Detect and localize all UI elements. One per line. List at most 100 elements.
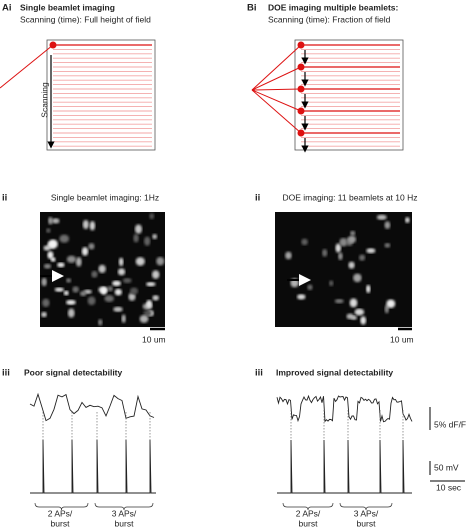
burst-bracket — [34, 502, 89, 511]
burst-bracket — [94, 502, 154, 511]
cell — [353, 273, 362, 283]
burst-bracket — [339, 502, 393, 511]
burst-label: burst — [357, 518, 377, 528]
layout — [0, 39, 465, 511]
cell — [66, 255, 77, 263]
cell — [100, 287, 107, 295]
cell — [349, 298, 358, 308]
cell — [66, 299, 76, 305]
cell — [360, 316, 367, 325]
cell — [386, 299, 396, 308]
cell — [43, 263, 52, 269]
beam-dot — [297, 41, 305, 49]
beam-dot — [297, 107, 305, 115]
cell — [66, 278, 72, 283]
cell — [47, 251, 54, 260]
cell — [384, 242, 391, 248]
beam — [251, 66, 302, 91]
panel-title: Poor signal detectability — [24, 367, 123, 377]
calcium-trace — [29, 392, 155, 422]
cell — [54, 287, 64, 292]
panel-label: iii — [2, 368, 10, 379]
cell — [151, 270, 160, 279]
panel-title: Single beamlet imaging — [20, 2, 115, 12]
cell — [50, 257, 56, 262]
cell — [297, 294, 306, 300]
burst-label: 2 APs/ — [48, 508, 73, 518]
beam — [251, 89, 302, 112]
cell — [57, 262, 65, 268]
cell — [98, 319, 103, 326]
panel-label: ii — [2, 193, 7, 204]
cell — [152, 295, 159, 301]
cell — [87, 296, 96, 306]
beam-dot — [297, 85, 305, 93]
cell — [72, 286, 79, 293]
burst-bracket — [282, 502, 334, 511]
cell — [122, 278, 132, 284]
cell — [307, 284, 313, 291]
scale-label: 10 um — [390, 334, 414, 344]
cell — [118, 257, 124, 267]
calcium-trace — [276, 394, 413, 423]
cell — [42, 298, 50, 308]
cell — [384, 221, 391, 229]
field-box — [46, 39, 156, 151]
cell — [41, 311, 47, 318]
cell — [91, 270, 98, 278]
panel-label: Bi — [247, 3, 257, 14]
beam — [251, 88, 302, 91]
cell — [348, 261, 355, 269]
cell — [301, 238, 308, 246]
scale-label: 10 sec — [436, 482, 462, 492]
beam — [0, 44, 54, 89]
cell — [82, 219, 89, 230]
cell — [112, 280, 121, 287]
beam — [251, 44, 302, 91]
panel-title: DOE imaging multiple beamlets: — [268, 2, 399, 12]
cell — [89, 221, 96, 231]
cell — [354, 308, 365, 316]
cell — [144, 236, 151, 246]
cell — [146, 299, 153, 309]
burst-label: 3 APs/ — [354, 508, 379, 518]
cell — [334, 299, 344, 304]
cell — [104, 295, 115, 302]
image — [275, 212, 412, 327]
cell — [128, 292, 136, 301]
voltage-trace — [277, 439, 412, 494]
cell — [81, 246, 89, 256]
cell — [134, 224, 143, 234]
cell — [348, 235, 357, 244]
cell — [48, 216, 53, 225]
beam-dot — [49, 41, 57, 49]
cell — [366, 248, 376, 254]
cell — [98, 264, 106, 274]
beam-dot — [297, 63, 305, 71]
cell — [59, 234, 70, 243]
cell — [48, 239, 58, 249]
cell — [117, 268, 126, 276]
panel-title: Improved signal detectability — [276, 367, 393, 377]
scale-label: 5% dF/F — [434, 419, 466, 429]
cell — [51, 218, 60, 224]
cell — [322, 248, 328, 257]
cell — [351, 315, 357, 320]
voltage-trace — [30, 439, 156, 494]
cell — [41, 277, 47, 287]
burst-label: burst — [115, 518, 135, 528]
cell — [149, 212, 155, 220]
panel-label: ii — [255, 193, 260, 204]
scale-label: 10 um — [142, 334, 166, 344]
panel-title: DOE imaging: 11 beamlets at 10 Hz — [283, 192, 418, 202]
burst-label: 3 APs/ — [112, 508, 137, 518]
cell — [129, 287, 139, 295]
cell — [146, 282, 156, 287]
cell — [366, 284, 371, 294]
cell — [75, 257, 82, 267]
cell — [339, 237, 348, 247]
cell — [335, 243, 342, 253]
cell — [63, 290, 69, 296]
scale-label: 50 mV — [434, 462, 459, 472]
